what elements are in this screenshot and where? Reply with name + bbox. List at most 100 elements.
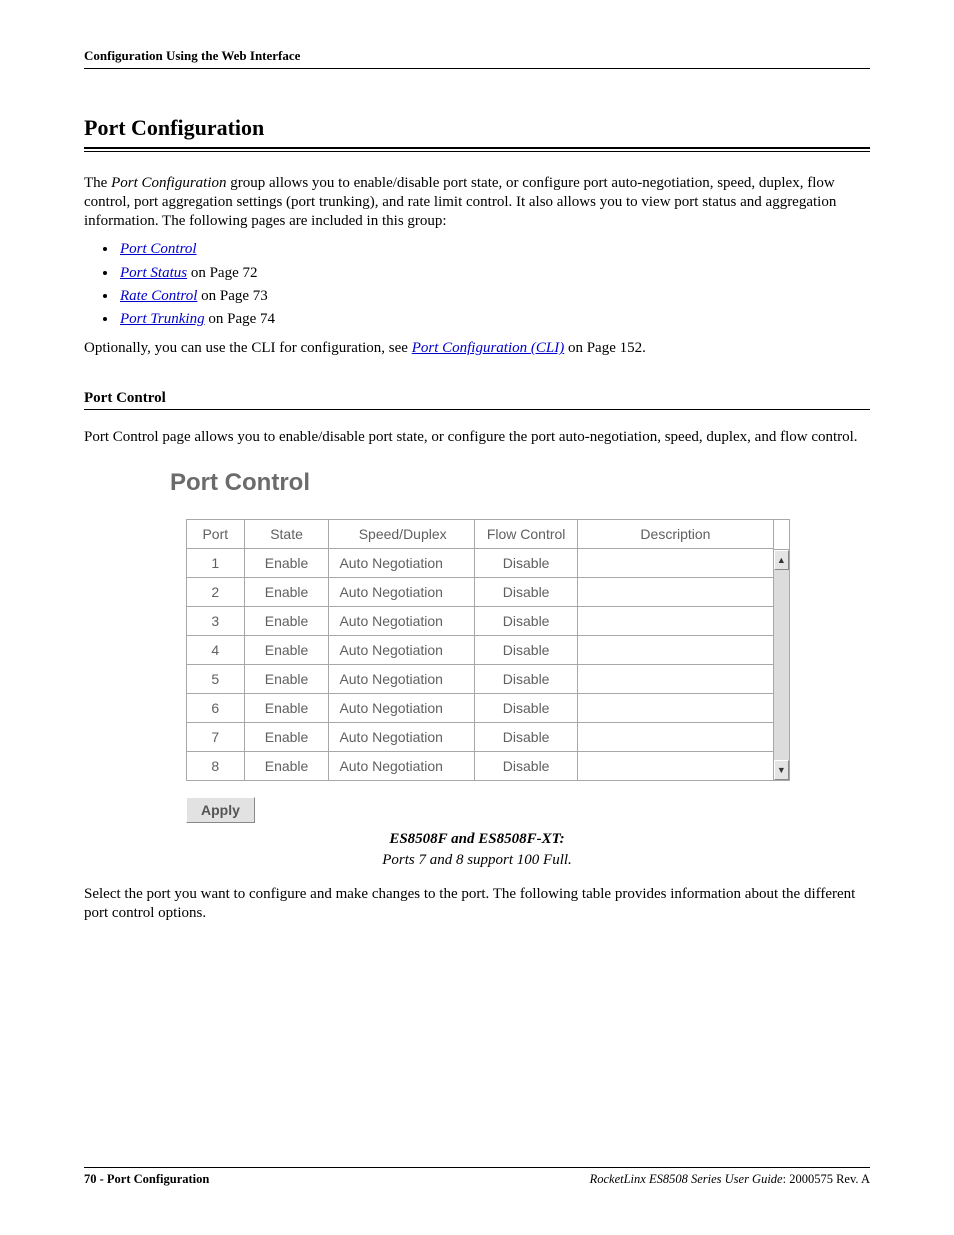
- page-footer: 70 - Port Configuration RocketLinx ES850…: [84, 1167, 870, 1187]
- cell-speed[interactable]: Auto Negotiation: [329, 664, 475, 693]
- list-item: Port Control: [118, 238, 870, 261]
- table-body: 1 Enable Auto Negotiation Disable 2 Enab…: [187, 548, 774, 780]
- table-row[interactable]: 5 Enable Auto Negotiation Disable: [187, 664, 774, 693]
- col-header-description: Description: [578, 519, 773, 548]
- cell-speed[interactable]: Auto Negotiation: [329, 722, 475, 751]
- cell-port: 6: [187, 693, 245, 722]
- cell-port: 5: [187, 664, 245, 693]
- link-tail: on Page 72: [187, 265, 257, 281]
- table-row[interactable]: 2 Enable Auto Negotiation Disable: [187, 577, 774, 606]
- cell-speed[interactable]: Auto Negotiation: [329, 577, 475, 606]
- cell-state[interactable]: Enable: [244, 606, 329, 635]
- triangle-up-icon: ▲: [777, 555, 786, 565]
- cell-port: 2: [187, 577, 245, 606]
- cell-flow[interactable]: Disable: [474, 635, 577, 664]
- cell-flow[interactable]: Disable: [474, 722, 577, 751]
- cell-desc[interactable]: [578, 635, 773, 664]
- triangle-down-icon: ▼: [777, 765, 786, 775]
- running-header: Configuration Using the Web Interface: [84, 48, 870, 69]
- list-item: Rate Control on Page 73: [118, 285, 870, 308]
- link-list: Port Control Port Status on Page 72 Rate…: [84, 238, 870, 331]
- link-port-trunking[interactable]: Port Trunking: [120, 311, 205, 327]
- table-row[interactable]: 6 Enable Auto Negotiation Disable: [187, 693, 774, 722]
- ui-caption: ES8508F and ES8508F-XT: Ports 7 and 8 su…: [84, 831, 870, 869]
- cli-prefix: Optionally, you can use the CLI for conf…: [84, 340, 412, 356]
- table-row[interactable]: 1 Enable Auto Negotiation Disable: [187, 548, 774, 577]
- cell-speed[interactable]: Auto Negotiation: [329, 635, 475, 664]
- caption-line2: Ports 7 and 8 support 100 Full.: [84, 852, 870, 869]
- link-tail: on Page 73: [197, 288, 267, 304]
- table-row[interactable]: 8 Enable Auto Negotiation Disable: [187, 751, 774, 780]
- cli-suffix: on Page 152.: [564, 340, 646, 356]
- cell-flow[interactable]: Disable: [474, 693, 577, 722]
- scrollbar-header-spacer: [774, 520, 789, 550]
- cell-state[interactable]: Enable: [244, 664, 329, 693]
- scroll-down-button[interactable]: ▼: [774, 760, 789, 780]
- link-port-config-cli[interactable]: Port Configuration (CLI): [412, 340, 565, 356]
- caption-line1: ES8508F and ES8508F-XT:: [84, 831, 870, 848]
- cell-flow[interactable]: Disable: [474, 664, 577, 693]
- cell-speed[interactable]: Auto Negotiation: [329, 606, 475, 635]
- cell-desc[interactable]: [578, 751, 773, 780]
- intro-em: Port Configuration: [111, 175, 226, 191]
- cell-desc[interactable]: [578, 548, 773, 577]
- footer-right: RocketLinx ES8508 Series User Guide: 200…: [590, 1172, 870, 1187]
- col-header-flow: Flow Control: [474, 519, 577, 548]
- table-row[interactable]: 4 Enable Auto Negotiation Disable: [187, 635, 774, 664]
- cell-desc[interactable]: [578, 693, 773, 722]
- list-item: Port Trunking on Page 74: [118, 308, 870, 331]
- port-control-ui: Port Control Port State Speed/Duplex Flo…: [170, 469, 790, 823]
- sub-intro: Port Control page allows you to enable/d…: [84, 428, 870, 447]
- ui-title: Port Control: [170, 469, 790, 497]
- closing-paragraph: Select the port you want to configure an…: [84, 885, 870, 923]
- cell-state[interactable]: Enable: [244, 635, 329, 664]
- cell-state[interactable]: Enable: [244, 548, 329, 577]
- link-tail: on Page 74: [205, 311, 275, 327]
- title-rule: [84, 147, 870, 152]
- cell-flow[interactable]: Disable: [474, 577, 577, 606]
- cell-port: 7: [187, 722, 245, 751]
- cell-flow[interactable]: Disable: [474, 606, 577, 635]
- cli-sentence: Optionally, you can use the CLI for conf…: [84, 339, 870, 358]
- footer-rev: : 2000575 Rev. A: [783, 1172, 870, 1186]
- cell-port: 1: [187, 548, 245, 577]
- cell-speed[interactable]: Auto Negotiation: [329, 751, 475, 780]
- subheading-port-control: Port Control: [84, 390, 870, 407]
- cell-port: 8: [187, 751, 245, 780]
- table-scrollbar[interactable]: ▲ ▼: [773, 519, 790, 781]
- cell-state[interactable]: Enable: [244, 577, 329, 606]
- cell-desc[interactable]: [578, 722, 773, 751]
- col-header-speed: Speed/Duplex: [329, 519, 475, 548]
- col-header-port: Port: [187, 519, 245, 548]
- apply-button[interactable]: Apply: [186, 797, 255, 823]
- subheading-rule: [84, 409, 870, 410]
- link-port-control[interactable]: Port Control: [120, 241, 197, 257]
- cell-port: 4: [187, 635, 245, 664]
- table-row[interactable]: 3 Enable Auto Negotiation Disable: [187, 606, 774, 635]
- footer-guide-title: RocketLinx ES8508 Series User Guide: [590, 1172, 783, 1186]
- list-item: Port Status on Page 72: [118, 262, 870, 285]
- cell-speed[interactable]: Auto Negotiation: [329, 693, 475, 722]
- cell-desc[interactable]: [578, 606, 773, 635]
- table-row[interactable]: 7 Enable Auto Negotiation Disable: [187, 722, 774, 751]
- cell-port: 3: [187, 606, 245, 635]
- scroll-track[interactable]: [774, 570, 789, 760]
- page-title: Port Configuration: [84, 115, 870, 141]
- cell-speed[interactable]: Auto Negotiation: [329, 548, 475, 577]
- intro-paragraph: The Port Configuration group allows you …: [84, 174, 870, 230]
- cell-flow[interactable]: Disable: [474, 751, 577, 780]
- port-control-table: Port State Speed/Duplex Flow Control Des…: [186, 519, 774, 781]
- table-header-row: Port State Speed/Duplex Flow Control Des…: [187, 519, 774, 548]
- cell-desc[interactable]: [578, 577, 773, 606]
- col-header-state: State: [244, 519, 329, 548]
- cell-flow[interactable]: Disable: [474, 548, 577, 577]
- cell-state[interactable]: Enable: [244, 751, 329, 780]
- cell-state[interactable]: Enable: [244, 693, 329, 722]
- cell-desc[interactable]: [578, 664, 773, 693]
- cell-state[interactable]: Enable: [244, 722, 329, 751]
- scroll-up-button[interactable]: ▲: [774, 550, 789, 570]
- intro-prefix: The: [84, 175, 111, 191]
- link-rate-control[interactable]: Rate Control: [120, 288, 197, 304]
- link-port-status[interactable]: Port Status: [120, 265, 187, 281]
- footer-left: 70 - Port Configuration: [84, 1172, 209, 1187]
